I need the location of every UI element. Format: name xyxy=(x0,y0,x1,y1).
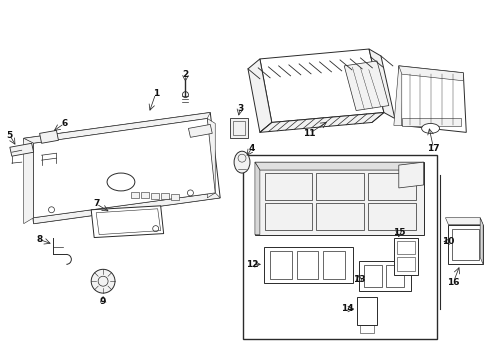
Bar xyxy=(243,155,437,339)
Ellipse shape xyxy=(421,123,440,133)
Polygon shape xyxy=(248,59,272,132)
Bar xyxy=(131,192,139,198)
Bar xyxy=(161,193,169,199)
Polygon shape xyxy=(40,130,58,143)
Text: 12: 12 xyxy=(245,260,258,269)
Polygon shape xyxy=(189,125,212,137)
Bar xyxy=(317,203,364,230)
Bar xyxy=(357,297,377,325)
Polygon shape xyxy=(230,118,248,138)
Text: 11: 11 xyxy=(303,129,316,138)
Text: 14: 14 xyxy=(341,305,353,314)
Bar xyxy=(402,118,461,126)
Ellipse shape xyxy=(234,151,250,173)
Polygon shape xyxy=(399,66,466,132)
Text: 7: 7 xyxy=(93,199,99,208)
Bar xyxy=(364,265,382,287)
Polygon shape xyxy=(34,118,215,218)
Bar xyxy=(151,193,159,199)
Text: 6: 6 xyxy=(61,119,68,128)
Polygon shape xyxy=(369,49,395,118)
Bar xyxy=(368,173,416,200)
Text: 16: 16 xyxy=(447,278,460,287)
Text: 13: 13 xyxy=(353,275,366,284)
Text: 17: 17 xyxy=(427,144,440,153)
Bar xyxy=(368,203,416,230)
Polygon shape xyxy=(24,113,220,224)
Polygon shape xyxy=(448,225,483,264)
Polygon shape xyxy=(260,113,384,132)
Text: 8: 8 xyxy=(36,235,43,244)
Polygon shape xyxy=(344,61,389,111)
Polygon shape xyxy=(24,138,34,224)
Polygon shape xyxy=(91,206,164,238)
Bar xyxy=(265,173,313,200)
Bar xyxy=(359,261,411,291)
Text: 3: 3 xyxy=(237,104,243,113)
Bar xyxy=(323,251,345,279)
Text: 4: 4 xyxy=(249,144,255,153)
Polygon shape xyxy=(480,218,483,264)
Bar xyxy=(265,203,313,230)
Text: 9: 9 xyxy=(100,297,106,306)
Bar xyxy=(394,238,417,275)
Bar xyxy=(270,251,292,279)
Bar xyxy=(141,192,149,198)
Text: 10: 10 xyxy=(442,237,455,246)
Bar xyxy=(296,251,318,279)
Polygon shape xyxy=(399,66,464,81)
Bar xyxy=(360,325,374,333)
Polygon shape xyxy=(445,218,483,225)
Bar xyxy=(233,121,245,135)
Bar xyxy=(264,247,353,283)
Ellipse shape xyxy=(107,173,135,191)
Polygon shape xyxy=(34,193,220,224)
Bar xyxy=(317,173,364,200)
Polygon shape xyxy=(24,113,210,143)
Circle shape xyxy=(91,269,115,293)
Bar xyxy=(397,240,415,255)
Text: 1: 1 xyxy=(152,89,159,98)
Text: 15: 15 xyxy=(392,228,405,237)
Bar xyxy=(171,194,178,200)
Bar xyxy=(397,257,415,271)
Polygon shape xyxy=(255,162,424,235)
Text: 5: 5 xyxy=(7,131,13,140)
Polygon shape xyxy=(399,162,424,188)
Polygon shape xyxy=(10,143,34,156)
Bar xyxy=(386,265,404,287)
Text: 2: 2 xyxy=(182,70,189,79)
Polygon shape xyxy=(207,118,215,198)
Polygon shape xyxy=(255,162,260,235)
Polygon shape xyxy=(255,162,424,170)
Polygon shape xyxy=(394,66,402,125)
Polygon shape xyxy=(260,49,384,122)
